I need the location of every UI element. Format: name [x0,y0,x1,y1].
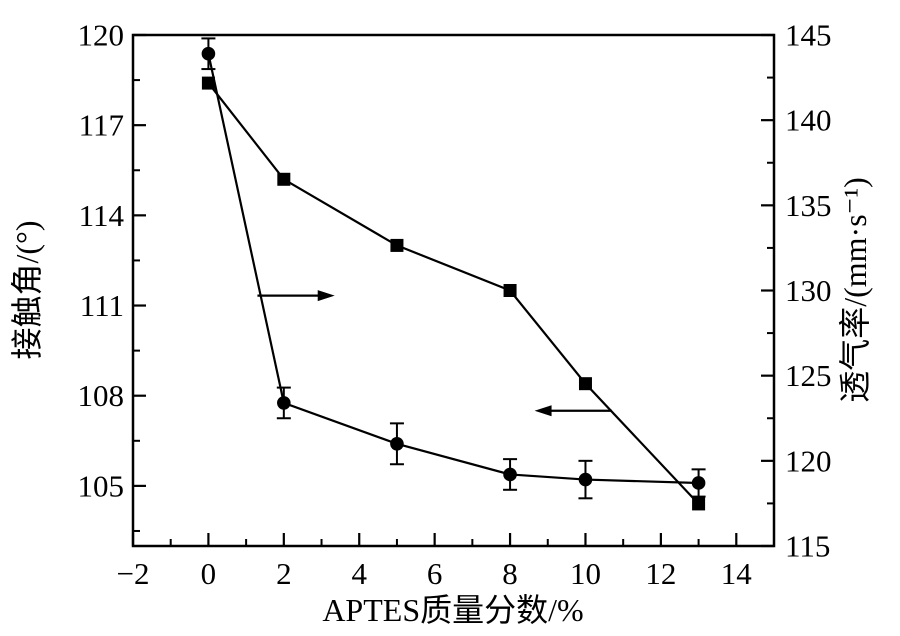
left-axis-tick-label: 105 [78,468,125,503]
right-axis-tick-label: 130 [785,273,832,308]
x-axis-tick-label: −2 [117,556,150,591]
x-axis-title: APTES质量分数/% [322,592,583,628]
circle-marker [503,467,517,482]
square-marker [201,76,215,90]
x-axis-tick-label: 6 [427,556,443,591]
chart-generated-content: −2 0 2 4 6 8 10 12 14 105 108 111 114 117 120 115 120 125… [78,18,832,592]
right-axis-arrow-head [317,290,335,302]
left-axis-tick-label: 114 [79,198,125,233]
x-axis-tick-label: 4 [351,556,367,591]
left-axis-tick-label: 117 [79,108,124,143]
circle-marker [691,476,706,490]
right-axis-tick-label: 125 [785,358,832,393]
x-axis-tick-label: 2 [276,556,292,591]
square-marker [578,377,592,391]
right-axis-tick-label: 115 [785,529,830,564]
right-axis-tick-label: 145 [785,18,832,53]
square-marker [692,497,706,511]
x-axis-tick-label: 0 [201,556,217,591]
circle-marker [578,472,593,487]
left-axis-arrow-head [534,405,552,417]
right-axis-tick-label: 120 [785,443,832,478]
x-axis-tick-label: 10 [570,556,601,591]
circle-marker [201,46,216,61]
square-marker [277,172,291,186]
left-axis-tick-label: 120 [78,18,125,53]
right-axis-tick-label: 140 [785,103,832,138]
right-axis-tick-label: 135 [785,188,832,223]
x-axis-tick-label: 12 [645,556,676,591]
left-axis-tick-label: 108 [78,378,125,413]
left-axis-tick-label: 111 [80,288,124,323]
right-axis-title: 透气率/(mm·s⁻¹) [837,177,873,403]
plot-frame [131,33,776,548]
x-axis-tick-label: 8 [502,556,518,591]
circle-marker [390,437,404,451]
permeability-line [207,53,699,485]
x-axis-tick-label: 14 [721,556,753,591]
contact-angle-line [207,82,700,505]
square-marker [503,284,517,297]
circle-marker [277,396,291,410]
left-axis-title: 接触角/(°) [9,220,45,359]
square-marker [390,238,404,252]
